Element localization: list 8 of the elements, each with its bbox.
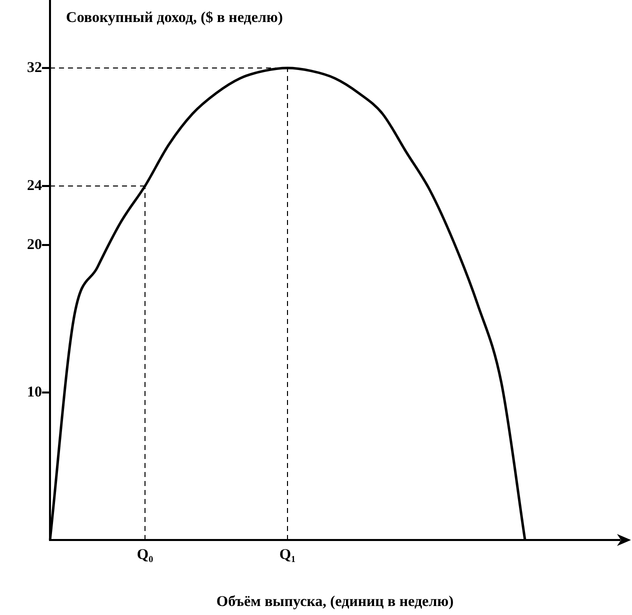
x-tick-label: Q₀ — [136, 546, 154, 563]
x-axis-title: Объём выпуска, (единиц в неделю) — [216, 594, 454, 610]
y-axis-title: Совокупный доход, ($ в неделю) — [66, 10, 283, 27]
y-tick-label: 32 — [27, 60, 42, 76]
y-tick-label: 24 — [27, 178, 42, 194]
x-tick-label: Q₁ — [279, 546, 296, 563]
y-tick-label: 10 — [27, 384, 42, 400]
y-tick-label: 20 — [27, 236, 42, 253]
